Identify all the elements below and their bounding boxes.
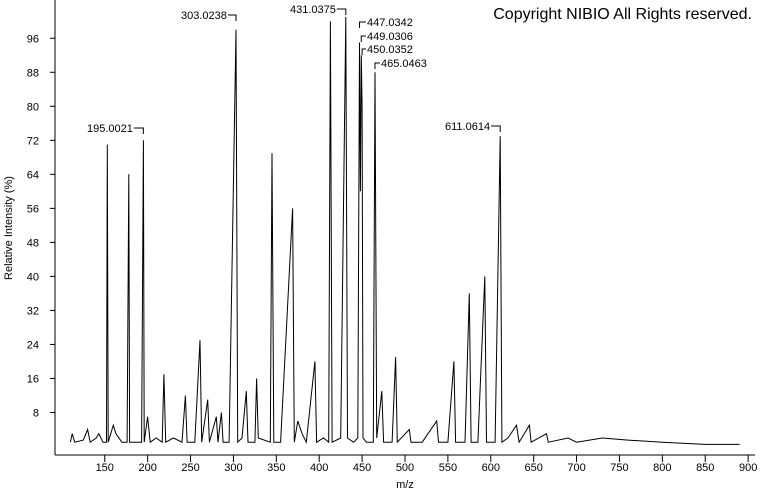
x-tick-label: 450 — [353, 462, 371, 474]
y-tick-label: 96 — [27, 33, 39, 45]
y-tick-label: 48 — [27, 237, 39, 249]
peak-label-leader — [359, 21, 366, 28]
chart-title: Copyright NIBIO All Rights reserved. — [493, 6, 752, 23]
x-tick-label: 850 — [696, 462, 714, 474]
peak-label-leader — [374, 62, 380, 69]
y-tick-label: 40 — [27, 271, 39, 283]
y-tick-label: 32 — [27, 305, 39, 317]
y-tick-label: 24 — [27, 339, 39, 351]
x-tick-label: 200 — [138, 462, 156, 474]
peak-label-leader — [491, 125, 501, 132]
x-tick-label: 250 — [181, 462, 199, 474]
x-tick-label: 350 — [267, 462, 285, 474]
spectrum-line — [69, 16, 740, 445]
peak-label: 611.0614 — [445, 121, 490, 133]
x-tick-label: 400 — [310, 462, 328, 474]
y-tick-label: 56 — [27, 203, 39, 215]
peak-label: 447.0342 — [367, 17, 413, 29]
y-tick-label: 16 — [27, 373, 39, 385]
peak-label-leader — [133, 127, 144, 134]
x-tick-label: 750 — [610, 462, 628, 474]
x-tick-label: 700 — [567, 462, 585, 474]
peak-label-leader — [360, 35, 366, 42]
y-axis-label: Relative Intensity (%) — [3, 176, 15, 280]
x-tick-label: 900 — [739, 462, 757, 474]
x-tick-label: 600 — [482, 462, 500, 474]
peak-label-leader — [336, 8, 347, 15]
y-tick-label: 88 — [27, 67, 39, 79]
peak-label: 449.0306 — [367, 31, 413, 43]
y-tick-label: 64 — [27, 169, 39, 181]
peak-label: 195.0021 — [87, 123, 133, 135]
x-tick-label: 300 — [224, 462, 242, 474]
peak-label: 303.0238 — [181, 10, 227, 22]
x-tick-label: 550 — [439, 462, 457, 474]
x-tick-label: 150 — [96, 462, 114, 474]
peak-label-leader — [361, 48, 366, 55]
x-tick-label: 650 — [524, 462, 542, 474]
peak-label: 431.0375 — [290, 4, 336, 16]
x-axis-label: m/z — [396, 479, 414, 491]
peak-label-leader — [227, 14, 237, 21]
y-tick-label: 8 — [33, 407, 39, 419]
peak-label: 465.0463 — [381, 58, 427, 70]
y-tick-label: 72 — [27, 135, 39, 147]
peak-label: 450.0352 — [367, 44, 413, 56]
x-tick-label: 500 — [396, 462, 414, 474]
x-tick-label: 800 — [653, 462, 671, 474]
y-tick-label: 80 — [27, 101, 39, 113]
